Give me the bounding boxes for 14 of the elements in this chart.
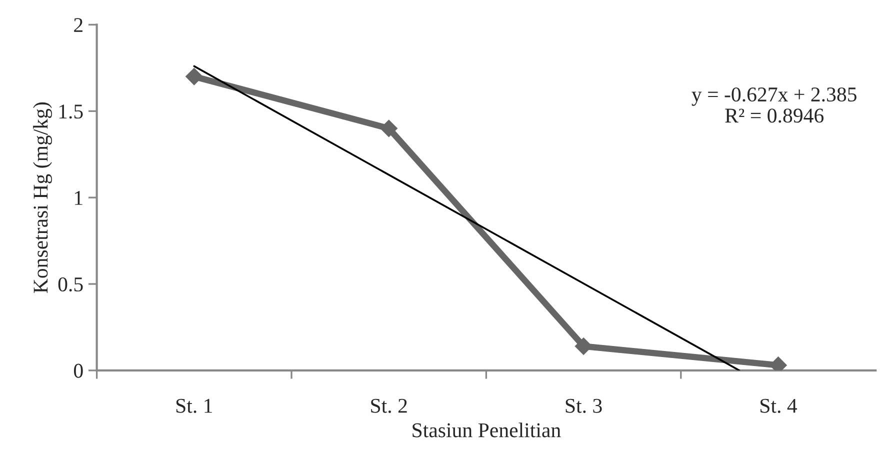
point — [186, 68, 203, 86]
x-tick-label: St. 3 — [566, 398, 602, 413]
y-axis-title: Konsetrasi Hg (mg/kg) — [33, 102, 52, 294]
y-tick-label: 1 — [75, 191, 82, 205]
x-axis-title: Stasiun Penelitian — [412, 422, 561, 438]
x-tick-label: St. 4 — [760, 398, 798, 413]
x-tick-label: St. 2 — [371, 398, 407, 413]
y-tick-label: 0.5 — [58, 277, 83, 292]
y-tick-label: 0 — [74, 364, 83, 378]
y-tick-label: 2 — [74, 18, 82, 32]
y-tick-label: 1.5 — [59, 104, 83, 119]
point — [380, 120, 398, 137]
x-tick-label: St. 1 — [176, 398, 212, 413]
annotation: y = -0.627x + 2.385 R² = 0.8946 — [692, 87, 856, 123]
